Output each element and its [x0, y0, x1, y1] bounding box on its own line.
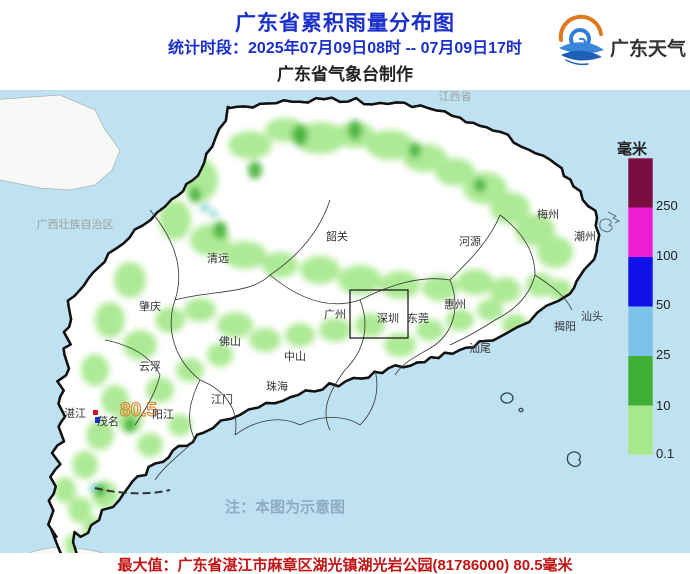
svg-text:中山: 中山 — [284, 350, 306, 363]
svg-text:江西省: 江西省 — [439, 90, 472, 103]
svg-text:东莞: 东莞 — [407, 312, 429, 325]
svg-text:潮州: 潮州 — [574, 229, 596, 243]
svg-text:茂名: 茂名 — [97, 414, 119, 428]
svg-text:汕尾: 汕尾 — [469, 342, 491, 355]
svg-text:梅州: 梅州 — [537, 207, 559, 221]
svg-text:佛山: 佛山 — [219, 335, 241, 348]
svg-text:河源: 河源 — [459, 234, 481, 248]
svg-text:阳江: 阳江 — [152, 408, 174, 421]
svg-text:揭阳: 揭阳 — [554, 319, 576, 333]
svg-text:汕头: 汕头 — [581, 310, 603, 323]
svg-text:江门: 江门 — [211, 392, 233, 406]
svg-text:韶关: 韶关 — [326, 229, 348, 243]
svg-text:湛江: 湛江 — [64, 407, 86, 420]
svg-text:云浮: 云浮 — [139, 360, 161, 373]
svg-text:注：本图为示意图: 注：本图为示意图 — [225, 498, 345, 516]
svg-text:惠州: 惠州 — [444, 297, 466, 311]
svg-text:广西壮族自治区: 广西壮族自治区 — [37, 217, 114, 231]
svg-text:珠海: 珠海 — [266, 379, 288, 393]
svg-text:肇庆: 肇庆 — [139, 299, 161, 313]
svg-text:深圳: 深圳 — [377, 312, 399, 325]
svg-text:清远: 清远 — [207, 252, 229, 265]
svg-text:广州: 广州 — [324, 308, 346, 321]
